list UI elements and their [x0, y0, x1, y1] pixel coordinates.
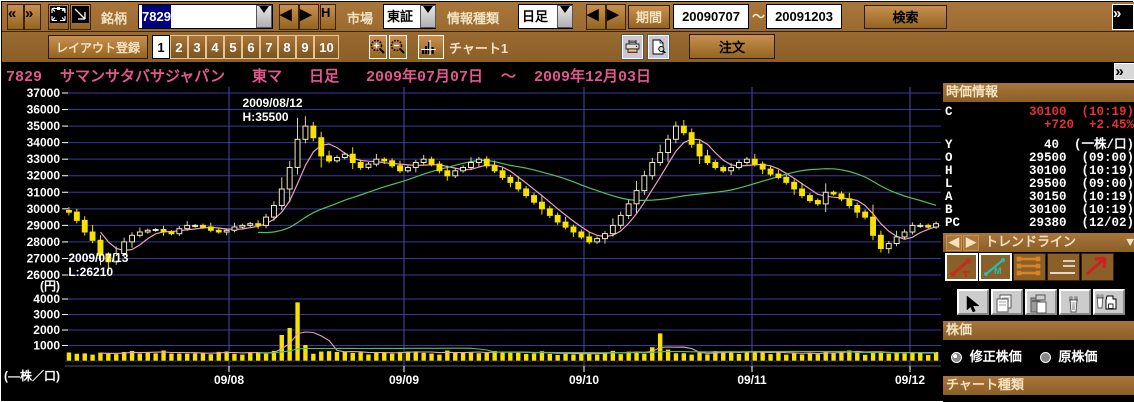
svg-text:(―株／口): (―株／口) [4, 368, 60, 383]
svg-text:33000: 33000 [27, 152, 61, 166]
svg-text:09/10: 09/10 [569, 373, 599, 387]
svg-text:37000: 37000 [27, 87, 61, 100]
svg-text:32000: 32000 [27, 169, 61, 183]
svg-text:35000: 35000 [27, 119, 61, 133]
svg-text:29000: 29000 [27, 218, 61, 232]
svg-text:31000: 31000 [27, 185, 61, 199]
svg-text:3000: 3000 [33, 308, 60, 322]
svg-text:36000: 36000 [27, 103, 61, 117]
svg-text:09/08: 09/08 [214, 373, 244, 387]
svg-text:(円): (円) [40, 279, 60, 293]
svg-text:09/12: 09/12 [895, 373, 925, 387]
svg-text:H:35500: H:35500 [243, 110, 289, 124]
svg-text:1000: 1000 [33, 339, 60, 353]
svg-text:L:26210: L:26210 [68, 265, 113, 279]
svg-text:4000: 4000 [33, 293, 60, 306]
svg-text:2009/07/13: 2009/07/13 [68, 251, 128, 265]
svg-text:09/11: 09/11 [737, 373, 767, 387]
svg-text:30000: 30000 [27, 202, 61, 216]
svg-text:34000: 34000 [27, 136, 61, 150]
svg-text:2000: 2000 [33, 323, 60, 337]
svg-text:M: M [994, 266, 1002, 276]
svg-text:09/09: 09/09 [389, 373, 419, 387]
svg-text:2009/08/12: 2009/08/12 [243, 96, 303, 110]
svg-text:27000: 27000 [27, 251, 61, 265]
svg-text:28000: 28000 [27, 235, 61, 249]
